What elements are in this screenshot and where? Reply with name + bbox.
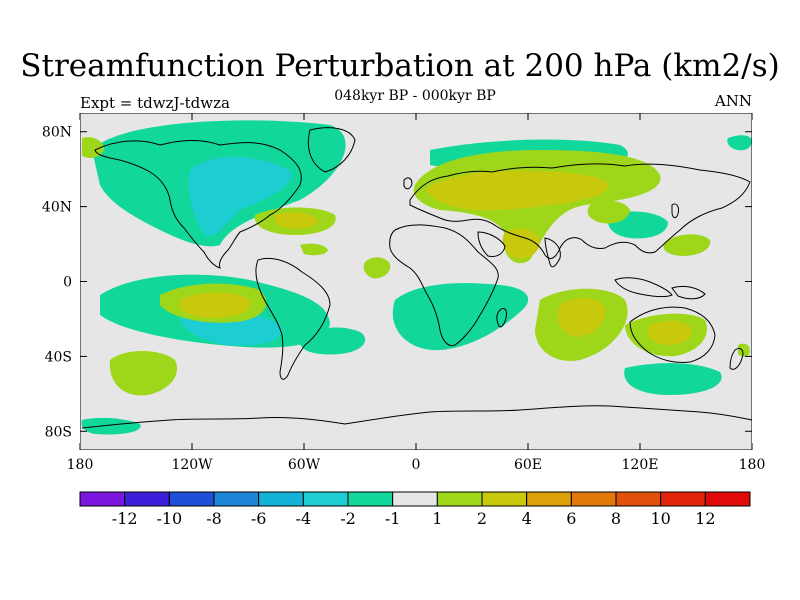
- plot-title: Streamfunction Perturbation at 200 hPa (…: [20, 48, 780, 84]
- contour-pos-north-pacific: [82, 137, 104, 158]
- colorbar-label: 2: [477, 509, 487, 528]
- colorbar-swatch: [124, 491, 170, 507]
- x-tick-label: 120W: [171, 457, 213, 473]
- x-tick-label: 120E: [622, 457, 659, 473]
- colorbar-swatch: [213, 491, 260, 507]
- coast-arabia: [477, 231, 506, 257]
- contour-pos-east-asia: [587, 200, 630, 224]
- colorbar-swatch: [526, 491, 572, 507]
- coast-greenland: [307, 127, 356, 173]
- contour-pos-north-atlantic-core: [274, 212, 318, 229]
- colorbar-label: 12: [695, 509, 715, 528]
- y-tick-label: 0: [63, 275, 72, 291]
- colorbar-swatch: [615, 491, 662, 507]
- colorbar-swatch: [258, 491, 304, 507]
- colorbar-swatch: [704, 491, 751, 507]
- x-tick-label: 0: [412, 457, 421, 473]
- colorbar-label: 6: [566, 509, 576, 528]
- x-tick-label: 180: [739, 457, 766, 473]
- experiment-label: Expt = tdwzJ-tdwza: [80, 94, 230, 112]
- contour-pos-central-atlantic: [300, 243, 328, 256]
- coast-antarctica: [81, 405, 752, 429]
- coast-indonesia: [614, 277, 673, 298]
- period-label: ANN: [714, 92, 752, 110]
- contour-pos-west-pacific: [663, 234, 711, 256]
- contour-pos-australia-core: [648, 320, 692, 346]
- colorbar-swatch: [79, 491, 126, 507]
- colorbar-label: -10: [156, 509, 182, 528]
- contour-pos-east-pacific-small: [738, 343, 750, 357]
- plot-subtitle: 048kyr BP - 000kyr BP: [334, 88, 496, 104]
- coast-australia: [629, 306, 716, 363]
- colorbar-swatch: [436, 491, 483, 507]
- coast-south-america: [255, 257, 331, 380]
- y-tick-label: 80N: [42, 125, 72, 141]
- map-panel: [80, 113, 752, 450]
- colorbar-swatch: [481, 491, 528, 507]
- colorbar-label: 8: [611, 509, 621, 528]
- colorbar-label: -6: [251, 509, 267, 528]
- colorbar-swatch: [660, 491, 706, 507]
- coast-japan: [671, 203, 679, 219]
- contour-pos-central-pacific-core: [179, 292, 251, 318]
- y-tick-label: 40S: [45, 349, 72, 365]
- contour-neg-north-america-core: [188, 156, 292, 236]
- colorbar-label: -1: [385, 509, 401, 528]
- colorbar-label: -4: [296, 509, 312, 528]
- colorbar: -12 -10 -8 -6 -4 -2 -1 1 2 4 6 8 10 12: [79, 491, 751, 528]
- contour-neg-arctic-east: [727, 135, 752, 151]
- colorbar-swatch: [570, 491, 617, 507]
- coastlines: [81, 127, 752, 429]
- colorbar-swatch: [168, 491, 215, 507]
- colorbar-swatch: [392, 491, 438, 507]
- x-tick-label: 180: [67, 457, 94, 473]
- coast-eurasia: [409, 163, 751, 259]
- contour-pos-west-africa: [363, 257, 391, 279]
- coast-new-zealand: [729, 347, 744, 370]
- colorbar-label: 1: [432, 509, 442, 528]
- contour-neg-southern-ocean: [624, 363, 722, 395]
- colorbar-swatch: [347, 491, 394, 507]
- coast-british-isles: [403, 177, 413, 190]
- colorbar-label: -8: [206, 509, 222, 528]
- coast-new-guinea: [671, 285, 706, 300]
- coast-africa: [389, 224, 499, 347]
- y-tick-label: 80S: [45, 424, 72, 440]
- colorbar-label: 4: [522, 509, 532, 528]
- contour-pos-south-asia: [502, 228, 540, 259]
- colorbar-label: -2: [340, 509, 356, 528]
- contour-pos-eurasia-core: [425, 170, 608, 211]
- map-axes: 180 120W 60W 0 60E 120E 180 80N 40N 0 40S 80S: [42, 113, 765, 473]
- coast-north-america: [94, 140, 302, 269]
- colorbar-label: 10: [650, 509, 670, 528]
- coast-madagascar: [496, 307, 507, 328]
- contour-pos-south-pacific: [109, 351, 177, 396]
- coast-india: [544, 237, 561, 268]
- colorbar-label: -12: [112, 509, 138, 528]
- x-tick-label: 60W: [288, 457, 321, 473]
- x-tick-label: 60E: [514, 457, 542, 473]
- y-tick-label: 40N: [42, 200, 72, 216]
- contour-neg-antarctic: [81, 417, 141, 435]
- contour-neg-south-atlantic: [392, 283, 529, 351]
- contour-pos-south-indian-core: [557, 298, 606, 337]
- colorbar-swatch: [302, 491, 349, 507]
